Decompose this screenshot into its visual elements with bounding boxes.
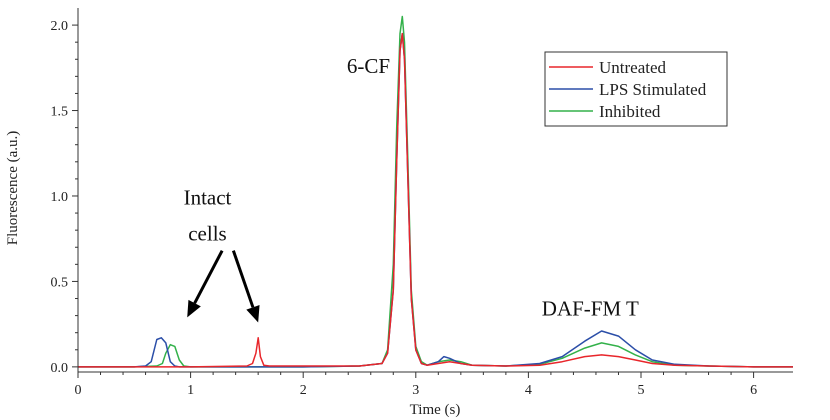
series-line-untreated [78,32,793,368]
x-tick-label: 5 [637,383,644,398]
legend-label: Inhibited [599,102,661,121]
x-tick-label: 3 [412,383,419,398]
y-tick-label: 0.0 [51,361,69,376]
x-axis-title: Time (s) [410,402,461,418]
y-tick-label: 0.5 [51,275,69,290]
y-axis-title: Fluorescence (a.u.) [5,131,21,246]
legend: Untreated LPS Stimulated Inhibited [544,51,728,127]
annotation-arrow-head [246,305,260,323]
annotation-label: Intact [184,186,232,210]
legend-label: Untreated [599,58,667,77]
annotation-arrow-shaft [231,250,255,308]
x-tick-label: 6 [750,383,757,398]
y-tick-label: 1.5 [51,105,69,120]
x-tick-label: 2 [300,383,307,398]
series-layer [78,15,793,368]
annotation-label: DAF-FM T [542,297,639,321]
y-tick-label: 1.0 [51,190,69,205]
annotation-arrow-head [187,299,201,318]
legend-label: LPS Stimulated [599,80,707,99]
x-tick-label: 1 [187,383,194,398]
annotation-label: 6-CF [347,54,390,78]
y-tick-label: 2.0 [51,19,69,34]
y-ticks: 0.0 0.5 1.0 1.5 2.0 [51,19,78,376]
x-tick-label: 4 [525,383,532,398]
x-tick-label: 0 [75,383,82,398]
annotation-arrow-shaft [193,249,224,304]
x-ticks: 0 1 2 3 4 5 6 [75,372,757,398]
annotation-label: cells [188,221,226,245]
annotation-layer: 6-CF Intact cells DAF-FM T [184,54,639,323]
axes: 0 1 2 3 4 5 6 0.0 0.5 1.0 1.5 2.0 [51,8,793,398]
